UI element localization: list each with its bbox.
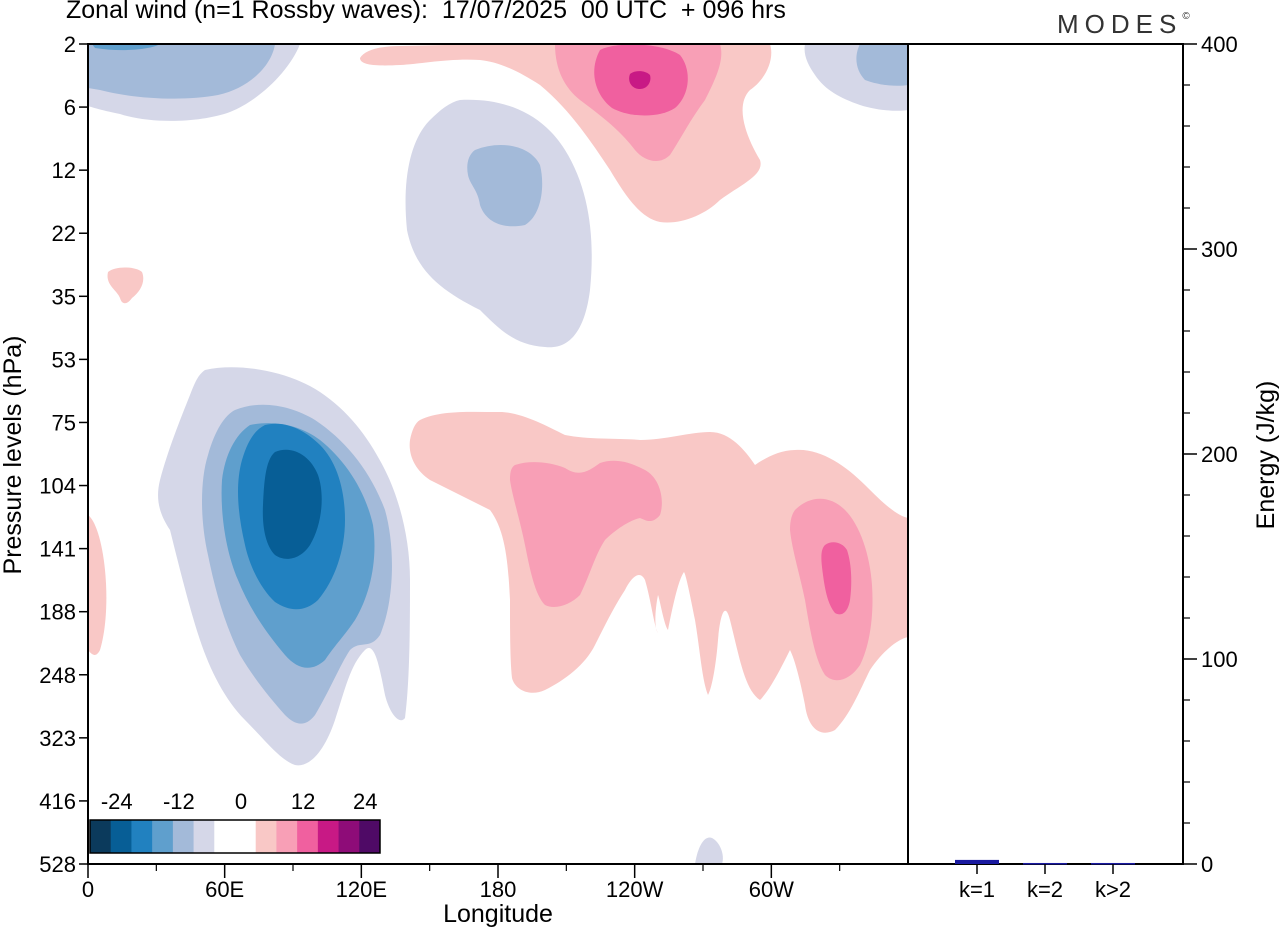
contour-field xyxy=(88,44,908,864)
chart-title: Zonal wind (n=1 Rossby waves): 17/07/202… xyxy=(66,0,786,24)
energy-cat-label: k=2 xyxy=(1027,877,1063,902)
colorbar-swatch xyxy=(131,820,153,853)
colorbar-swatch xyxy=(172,820,195,853)
contour-region xyxy=(856,44,908,86)
energy-cat-label: k=1 xyxy=(959,877,995,902)
colorbar-swatch xyxy=(255,820,277,853)
energy-bar xyxy=(1023,862,1067,865)
y-tick-label: 53 xyxy=(52,347,76,372)
colorbar-label: 24 xyxy=(353,789,377,814)
contour-region xyxy=(262,449,322,559)
energy-tick-label: 400 xyxy=(1201,32,1238,57)
energy-axis-title: Energy (J/kg) xyxy=(1252,381,1280,530)
y-tick-label: 528 xyxy=(39,852,76,877)
brand-logo: MODES© xyxy=(1057,9,1190,39)
x-tick-label: 120E xyxy=(336,877,387,902)
y-tick-label: 35 xyxy=(52,284,76,309)
y-tick-label: 12 xyxy=(52,158,76,183)
colorbar-swatch xyxy=(214,820,236,853)
colorbar-label: -12 xyxy=(163,789,195,814)
x-tick-label: 180 xyxy=(480,877,517,902)
energy-panel-frame xyxy=(907,43,1184,865)
energy-tick-label: 300 xyxy=(1201,237,1238,262)
contour-region xyxy=(88,515,107,655)
energy-tick-label: 100 xyxy=(1201,647,1238,672)
colorbar-label: -24 xyxy=(101,789,133,814)
y-axis-title: Pressure levels (hPa) xyxy=(0,336,27,575)
contour-region xyxy=(821,542,852,615)
y-tick-label: 416 xyxy=(39,789,76,814)
colorbar-swatch xyxy=(235,820,257,853)
contour-region xyxy=(107,267,144,304)
x-tick-label: 120W xyxy=(606,877,664,902)
contour-region xyxy=(467,145,543,227)
y-tick-label: 188 xyxy=(39,600,76,625)
y-tick-label: 6 xyxy=(64,95,76,120)
colorbar-swatch xyxy=(193,820,215,853)
y-tick-label: 248 xyxy=(39,663,76,688)
y-tick-label: 2 xyxy=(64,32,76,57)
contour-region xyxy=(629,71,651,89)
contour-region xyxy=(510,460,662,607)
x-tick-label: 60E xyxy=(205,877,244,902)
colorbar-swatch xyxy=(276,820,298,853)
y-tick-label: 75 xyxy=(52,410,76,435)
x-axis-title: Longitude xyxy=(443,900,553,928)
y-tick-label: 22 xyxy=(52,221,76,246)
colorbar-swatch xyxy=(152,820,174,853)
colorbar-swatch xyxy=(90,820,112,853)
x-tick-label: 60W xyxy=(749,877,794,902)
energy-tick-label: 200 xyxy=(1201,442,1238,467)
colorbar-swatch xyxy=(297,820,319,853)
colorbar-swatch xyxy=(359,820,381,853)
y-tick-label: 141 xyxy=(39,537,76,562)
colorbar-label: 12 xyxy=(291,789,315,814)
y-tick-label: 323 xyxy=(39,726,76,751)
contour-region xyxy=(92,44,160,51)
energy-bar xyxy=(955,859,999,864)
colorbar: -24 -12 0 12 24 xyxy=(88,789,384,864)
copyright-mark: © xyxy=(1182,11,1190,22)
energy-tick-label: 0 xyxy=(1201,852,1213,877)
colorbar-frame xyxy=(89,819,381,854)
colorbar-label: 0 xyxy=(235,789,247,814)
colorbar-swatch xyxy=(338,820,360,853)
energy-bar xyxy=(1091,862,1135,865)
x-tick-label: 0 xyxy=(82,877,94,902)
contour-region xyxy=(695,837,723,864)
colorbar-swatch xyxy=(110,820,132,853)
energy-cat-label: k>2 xyxy=(1095,877,1131,902)
colorbar-swatch xyxy=(317,820,340,853)
contour-region xyxy=(88,44,275,99)
y-tick-label: 104 xyxy=(39,474,76,499)
